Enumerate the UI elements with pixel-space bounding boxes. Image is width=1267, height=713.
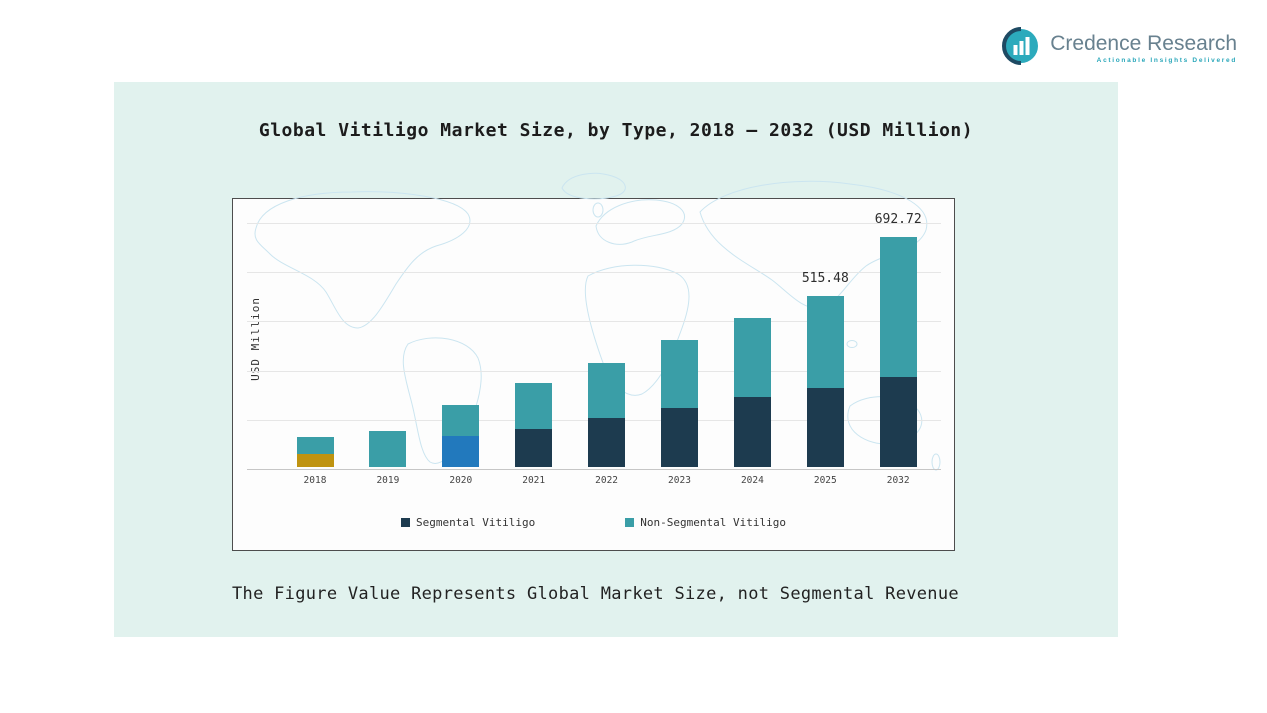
bar-2020-segmental — [442, 436, 480, 467]
data-label-2032: 692.72 — [874, 211, 922, 227]
legend-swatch-segmental — [401, 518, 411, 527]
content-panel: Global Vitiligo Market Size, by Type, 20… — [114, 82, 1118, 637]
bar-2032-non-segmental — [879, 236, 917, 377]
bar-2023-segmental — [661, 407, 698, 467]
x-axis-label-2023: 2023 — [668, 475, 691, 486]
legend: Segmental Vitiligo Non-Segmental Vitilig… — [233, 516, 954, 529]
x-axis-line — [247, 469, 941, 470]
x-axis-label-2032: 2032 — [886, 475, 910, 486]
x-axis-label-2020: 2020 — [449, 475, 473, 486]
bar-2020-non-segmental — [442, 404, 480, 437]
legend-item-non-segmental: Non-Segmental Vitiligo — [625, 516, 786, 529]
bar-2018-segmental — [296, 454, 334, 467]
brand-name: Credence Research — [1050, 31, 1237, 55]
y-axis-label: USD Million — [249, 297, 262, 381]
chart-area: USD Million Segmental Vitiligo Non-Segme… — [232, 172, 955, 551]
bar-2021-segmental — [515, 429, 553, 467]
chart-note: The Figure Value Represents Global Marke… — [232, 584, 959, 604]
bar-2032-segmental — [879, 376, 917, 467]
x-axis-label-2022: 2022 — [595, 475, 619, 486]
gridline — [247, 321, 941, 323]
bar-2022-segmental — [588, 418, 626, 467]
brand-tagline: Actionable Insights Delivered — [1096, 57, 1237, 65]
bar-2025-segmental — [806, 387, 844, 467]
legend-item-segmental: Segmental Vitiligo — [401, 516, 535, 529]
legend-swatch-non-segmental — [625, 518, 635, 527]
chart-title: Global Vitiligo Market Size, by Type, 20… — [258, 120, 974, 141]
gridline — [247, 223, 941, 224]
x-axis-label-2018: 2018 — [303, 475, 327, 486]
bar-chart-logo-icon — [1001, 26, 1041, 70]
bar-2018-non-segmental — [296, 437, 334, 455]
bar-2025-non-segmental — [806, 295, 844, 388]
bar-2019-non-segmental — [369, 431, 407, 467]
bar-2021-non-segmental — [515, 382, 553, 430]
x-axis-label-2024: 2024 — [740, 475, 764, 486]
x-axis-label-2025: 2025 — [813, 475, 837, 486]
legend-label-segmental: Segmental Vitiligo — [416, 516, 536, 529]
legend-label-non-segmental: Non-Segmental Vitiligo — [640, 516, 786, 529]
x-axis-label-2019: 2019 — [376, 475, 400, 486]
bar-2024-non-segmental — [733, 318, 771, 397]
bar-2023-non-segmental — [661, 340, 698, 408]
brand-logo: Credence Research Actionable Insights De… — [1001, 26, 1237, 70]
data-label-2025: 515.48 — [801, 270, 849, 286]
gridline — [247, 272, 941, 274]
bar-2024-segmental — [733, 396, 771, 467]
bar-2022-non-segmental — [588, 362, 626, 419]
x-axis-label-2021: 2021 — [522, 475, 546, 486]
